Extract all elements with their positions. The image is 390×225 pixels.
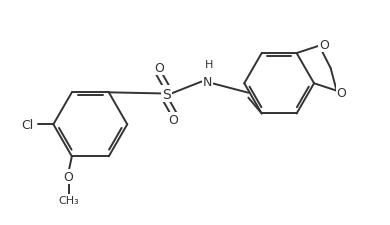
- Text: S: S: [162, 87, 171, 101]
- Text: H: H: [205, 60, 214, 70]
- Text: O: O: [169, 114, 179, 127]
- Text: O: O: [319, 38, 329, 51]
- Text: O: O: [337, 86, 346, 99]
- Text: Cl: Cl: [21, 118, 34, 131]
- Text: O: O: [154, 61, 164, 74]
- Text: N: N: [203, 75, 212, 88]
- Text: CH₃: CH₃: [58, 195, 79, 205]
- Text: O: O: [64, 171, 73, 184]
